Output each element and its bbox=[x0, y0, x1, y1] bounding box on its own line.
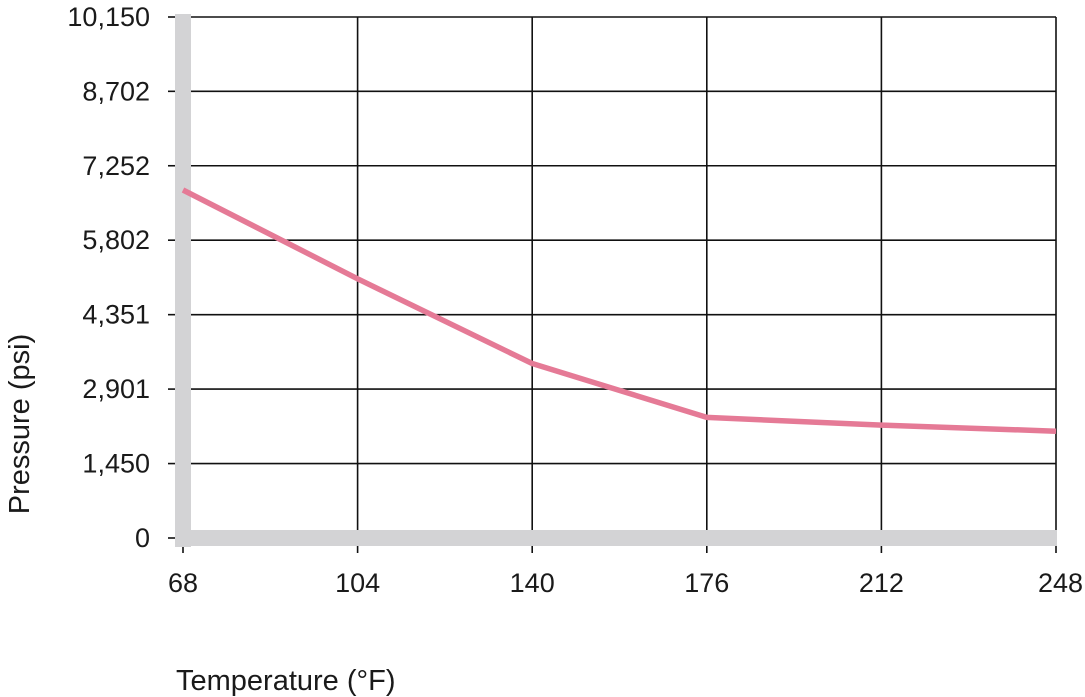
y-tick-label: 2,901 bbox=[82, 374, 150, 404]
y-tick-label: 5,802 bbox=[82, 225, 150, 255]
x-tick-label: 104 bbox=[335, 568, 380, 598]
y-axis-title: Pressure (psi) bbox=[4, 334, 36, 515]
x-tick-labels: 68 104 140 176 212 248 bbox=[168, 568, 1083, 598]
y-tick-label: 1,450 bbox=[82, 449, 150, 479]
y-tick-labels: 0 1,450 2,901 4,351 5,802 7,252 8,702 10,150 bbox=[67, 2, 150, 553]
grid-lines bbox=[183, 16, 1057, 538]
x-tick-label: 212 bbox=[859, 568, 904, 598]
x-tick-label: 68 bbox=[168, 568, 198, 598]
y-axis-bar bbox=[175, 14, 191, 547]
x-tick-label: 176 bbox=[684, 568, 729, 598]
y-tick-label: 7,252 bbox=[82, 151, 150, 181]
x-axis-bar bbox=[175, 530, 1057, 546]
x-tick-label: 248 bbox=[1038, 568, 1083, 598]
series-layer bbox=[181, 187, 1057, 434]
axes bbox=[168, 14, 1057, 553]
series-line bbox=[181, 187, 1057, 434]
y-tick-label: 4,351 bbox=[82, 300, 150, 330]
x-tick-label: 140 bbox=[510, 568, 555, 598]
x-axis-title: Temperature (°F) bbox=[176, 665, 395, 697]
y-tick-label: 8,702 bbox=[82, 76, 150, 106]
y-tick-label: 10,150 bbox=[67, 2, 150, 32]
y-tick-label: 0 bbox=[135, 523, 150, 553]
